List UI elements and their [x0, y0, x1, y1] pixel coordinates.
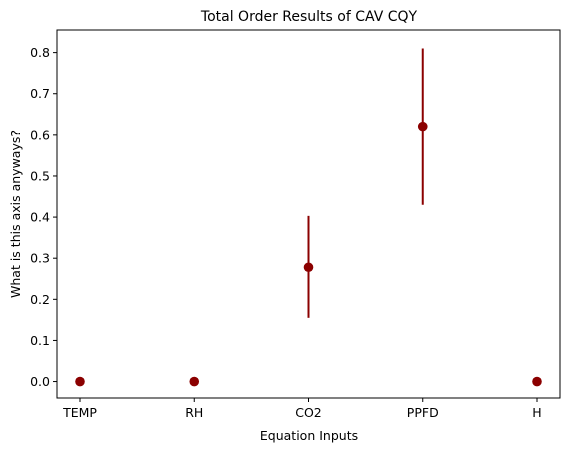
chart-title: Total Order Results of CAV CQY	[200, 9, 418, 25]
y-tick-label: 0.5	[30, 168, 50, 183]
data-point-rh	[189, 376, 200, 387]
x-axis-label: Equation Inputs	[260, 428, 358, 443]
data-point-ppfd	[417, 121, 428, 132]
y-axis-label: What is this axis anyways?	[8, 130, 23, 298]
y-tick-label: 0.1	[30, 333, 50, 348]
y-tick-label: 0.4	[30, 210, 50, 225]
plot-area	[56, 29, 561, 399]
x-tick-label-rh: RH	[185, 405, 203, 420]
x-axis: TEMP RH CO2 PPFD H	[62, 398, 542, 420]
y-tick-label: 0.3	[30, 251, 50, 266]
y-tick-label: 0.7	[30, 86, 50, 101]
x-tick-label-h: H	[532, 405, 541, 420]
data-point-temp	[75, 376, 85, 387]
x-tick-label-co2: CO2	[295, 405, 322, 420]
y-tick-label: 0.2	[30, 292, 50, 307]
data-marks	[75, 48, 542, 387]
y-tick-label: 0.6	[30, 127, 50, 142]
data-point-co2	[303, 262, 314, 273]
x-tick-label-temp: TEMP	[62, 405, 97, 420]
x-tick-label-ppfd: PPFD	[407, 405, 439, 420]
data-point-h	[532, 376, 542, 387]
y-tick-label: 0.8	[30, 45, 50, 60]
y-axis: 0.0 0.1 0.2 0.3 0.4 0.5 0.6 0.7 0.8	[30, 45, 57, 389]
y-tick-label: 0.0	[30, 374, 50, 389]
